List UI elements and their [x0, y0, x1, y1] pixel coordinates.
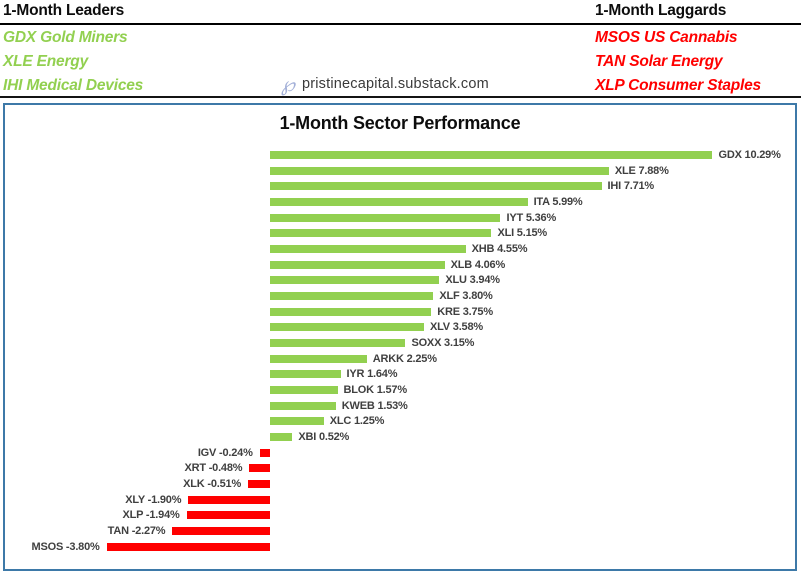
bar-soxx	[270, 338, 406, 347]
bar-xlf	[270, 291, 434, 300]
bar-xle	[270, 166, 609, 175]
bar-label-xlb: XLB 4.06%	[450, 258, 506, 271]
bar-label-xlc: XLC 1.25%	[329, 415, 385, 428]
bar-label-xli: XLI 5.15%	[497, 227, 547, 240]
bar-label-xrt: XRT -0.48%	[184, 462, 243, 475]
bar-xlb	[270, 260, 445, 269]
bar-label-blok: BLOK 1.57%	[343, 383, 408, 396]
bar-label-xlu: XLU 3.94%	[445, 274, 500, 287]
bar-label-xbi: XBI 0.52%	[298, 430, 350, 443]
bar-label-soxx: SOXX 3.15%	[411, 336, 475, 349]
bar-igv	[259, 448, 270, 457]
bar-label-xhb: XHB 4.55%	[471, 242, 528, 255]
bar-kweb	[270, 401, 336, 410]
bar-msos	[106, 542, 270, 551]
leader-item-ihi: IHI Medical Devices	[3, 77, 144, 94]
bar-xli	[270, 229, 492, 238]
laggard-item-xlp: XLP Consumer Staples	[595, 77, 761, 94]
bar-label-ihi: IHI 7.71%	[607, 180, 655, 193]
bar-label-kweb: KWEB 1.53%	[341, 399, 408, 412]
bar-label-iyt: IYT 5.36%	[506, 211, 557, 224]
bar-label-msos: MSOS -3.80%	[31, 540, 100, 553]
laggard-item-msos: MSOS US Cannabis	[595, 29, 738, 46]
chart-title: 1-Month Sector Performance	[279, 113, 521, 133]
bar-label-gdx: GDX 10.29%	[718, 149, 781, 161]
bar-xlv	[270, 323, 424, 332]
bar-label-xly: XLY -1.90%	[125, 493, 182, 506]
bar-label-xlf: XLF 3.80%	[439, 289, 493, 302]
header-items-area: GDX Gold Miners XLE Energy IHI Medical D…	[0, 25, 801, 98]
bar-xhb	[270, 244, 466, 253]
bar-ihi	[270, 182, 602, 191]
bar-label-xlk: XLK -0.51%	[183, 477, 242, 490]
bar-ita	[270, 197, 528, 206]
bar-iyt	[270, 213, 501, 222]
bar-xlu	[270, 276, 440, 285]
bar-label-kre: KRE 3.75%	[437, 305, 493, 318]
bar-xlk	[248, 479, 270, 488]
bar-iyr	[270, 370, 341, 379]
bar-label-iyr: IYR 1.64%	[346, 368, 398, 381]
bar-label-tan: TAN -2.27%	[107, 524, 166, 537]
leader-item-xle: XLE Energy	[3, 53, 88, 70]
bar-label-ita: ITA 5.99%	[533, 195, 583, 208]
bar-kre	[270, 307, 432, 316]
bar-arkk	[270, 354, 367, 363]
bar-xlp	[186, 511, 270, 520]
pristine-capital-logo-icon: ℘	[281, 72, 295, 96]
bar-label-xle: XLE 7.88%	[614, 164, 669, 177]
bar-xbi	[270, 432, 293, 441]
brand-line: ℘ pristinecapital.substack.com	[281, 72, 489, 96]
leader-item-gdx: GDX Gold Miners	[3, 29, 128, 46]
bar-xrt	[249, 464, 270, 473]
chart-plot-area: GDX 10.29% XLE 7.88% IHI 7.71% ITA 5.99% IYT…	[5, 105, 795, 569]
brand-site-text: pristinecapital.substack.com	[301, 76, 489, 92]
sector-performance-chart: 1-Month Sector Performance GDX 10.29% XLE…	[3, 103, 797, 571]
bar-label-xlv: XLV 3.58%	[429, 321, 483, 334]
bar-tan	[172, 526, 270, 535]
bar-blok	[270, 385, 338, 394]
bar-xly	[188, 495, 270, 504]
laggard-item-tan: TAN Solar Energy	[595, 53, 723, 70]
header-heading-row: 1-Month Leaders 1-Month Laggards	[0, 0, 801, 25]
bar-label-arkk: ARKK 2.25%	[372, 352, 437, 365]
bar-label-xlp: XLP -1.94%	[122, 509, 180, 522]
bar-gdx	[270, 151, 713, 159]
bar-xlc	[270, 417, 324, 426]
leaders-title: 1-Month Leaders	[3, 2, 125, 19]
laggards-title: 1-Month Laggards	[595, 2, 727, 19]
bar-label-igv: IGV -0.24%	[197, 446, 253, 459]
